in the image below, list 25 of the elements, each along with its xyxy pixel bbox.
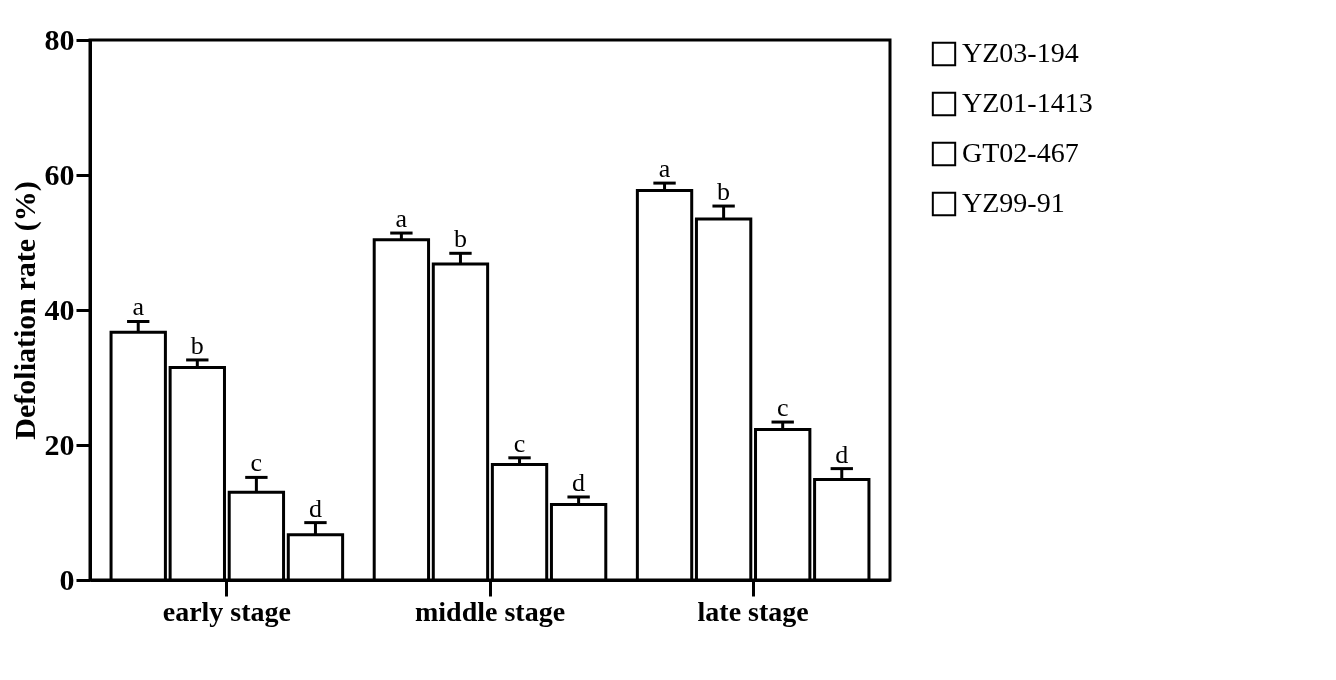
y-tick-label: 60 [44,157,75,191]
data-label: b [453,224,467,254]
x-tick-label: late stage [697,595,809,627]
data-label: b [190,330,204,360]
data-label: c [513,428,526,458]
y-axis-title: Defoliation rate (%) [7,181,42,440]
data-label: d [572,467,586,497]
data-label: a [395,204,408,234]
legend-label: YZ03-194 [962,37,1079,68]
data-label: a [658,154,671,184]
data-label: c [776,393,789,423]
legend-label: YZ01-1413 [962,87,1093,118]
data-label: d [835,439,849,469]
data-label: b [717,177,731,207]
y-tick-label: 20 [44,427,75,461]
x-tick-label: middle stage [414,595,566,627]
legend-label: GT02-467 [962,137,1079,168]
legend-label: YZ99-91 [962,187,1065,218]
y-tick-label: 80 [44,22,75,56]
y-tick-label: 40 [44,292,75,326]
data-label: c [250,448,263,478]
x-tick-label: early stage [162,595,291,627]
data-label: a [132,292,145,322]
data-label: d [308,493,322,523]
y-tick-label: 0 [59,562,75,596]
